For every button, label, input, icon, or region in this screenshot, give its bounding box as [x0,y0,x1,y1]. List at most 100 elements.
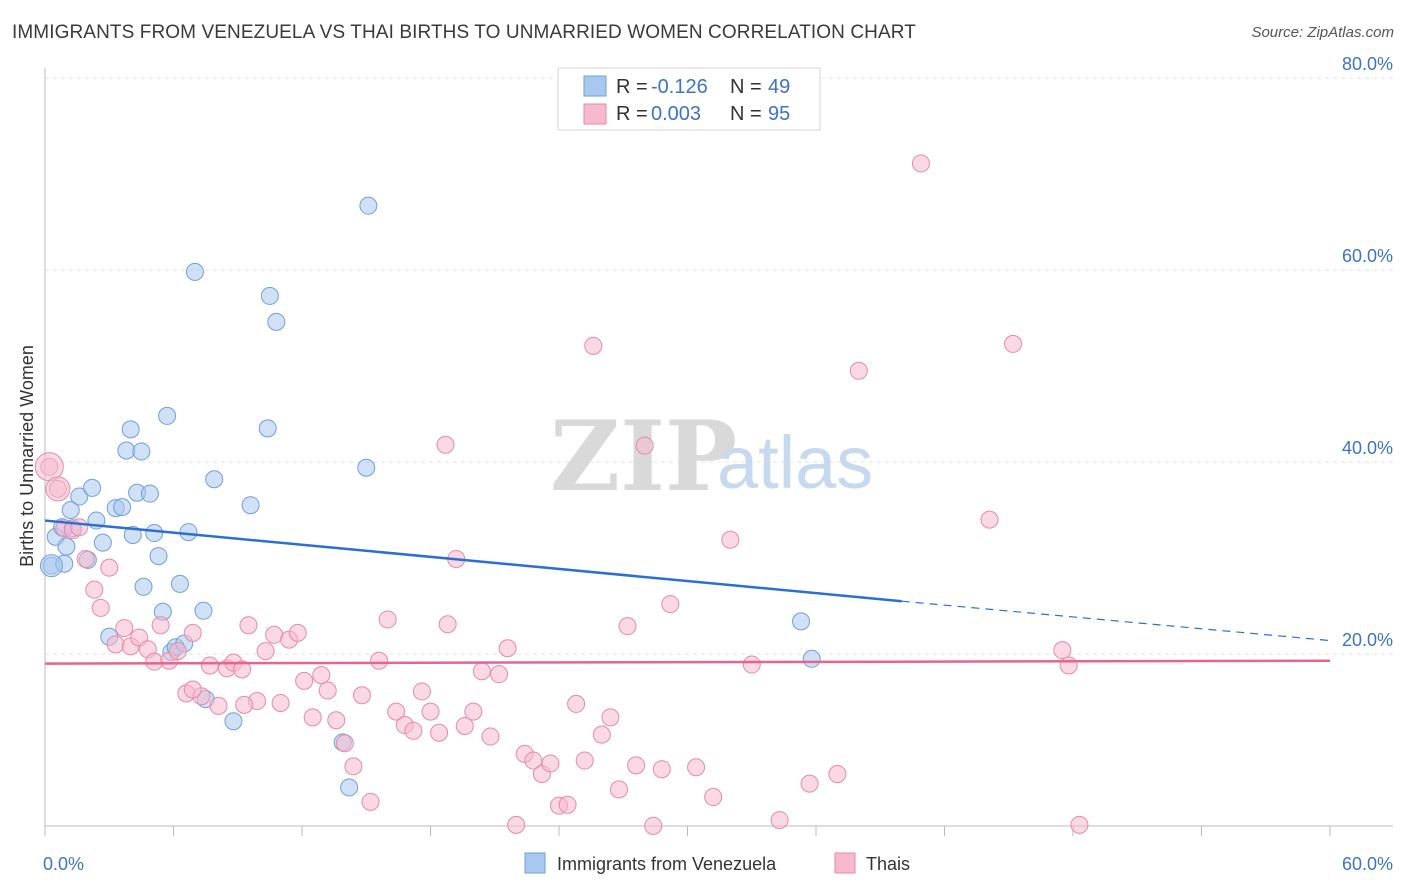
grid-lines [45,77,1393,655]
point-thais [618,617,637,636]
point-thais [490,665,509,684]
point-venezuela [359,196,378,215]
point-thais [288,623,307,642]
point-venezuela [792,612,811,631]
y-tick-labels: 20.0% 40.0% 60.0% 80.0% [1342,54,1393,650]
point-venezuela [149,547,168,566]
point-thais [209,696,228,715]
point-thais [472,662,491,681]
point-thais [318,681,337,700]
point-thais [828,765,847,783]
point-thais [421,702,440,721]
point-thais [1070,815,1089,834]
legend-swatch-venezuela [583,75,607,97]
legend-r-label-2: R = [616,103,648,125]
bottom-legend-label-venezuela: Immigrants from Venezuela [557,854,777,874]
x-tick-label-max: 60.0% [1342,854,1393,874]
point-thais [145,652,164,671]
point-thais [335,734,354,753]
legend-swatch-thais [583,103,607,125]
point-thais [558,795,577,814]
point-thais [303,708,322,727]
point-thais [45,476,71,502]
point-venezuela [194,601,213,620]
x-tick-label-min: 0.0% [43,854,84,874]
point-thais [541,754,560,773]
point-venezuela [121,420,140,439]
point-thais [575,751,594,770]
point-thais [436,435,455,454]
point-thais [800,774,819,793]
point-venezuela [158,406,177,425]
point-venezuela [241,496,260,515]
legend-r-value-2: 0.003 [651,103,701,125]
trend-line-venezuela [44,519,902,603]
legend-n-value-1: 49 [768,76,790,98]
point-venezuela [185,262,204,281]
point-venezuela [140,484,159,503]
point-thais [770,811,789,830]
point-thais [70,518,89,537]
point-thais [635,436,654,455]
point-thais [430,723,449,742]
point-venezuela [340,778,359,797]
watermark-atlas: atlas [717,421,873,504]
point-venezuela [170,574,189,593]
trend-line-venezuela-extension [901,600,1331,642]
legend: R = -0.126 N = 49 R = 0.003 N = 95 [557,67,821,131]
point-thais [295,671,314,690]
point-venezuela [123,525,142,544]
point-thais [627,756,646,775]
y-tick-label: 20.0% [1342,630,1393,650]
point-venezuela [145,524,164,543]
point-thais [464,702,483,721]
point-thais [265,625,284,644]
point-thais [233,660,252,679]
scatter-points [34,154,1089,835]
point-thais [601,708,620,727]
point-thais [327,711,346,730]
point-thais [742,655,761,674]
point-thais [1053,641,1072,660]
point-thais [524,751,543,770]
legend-n-label-2: N = [730,103,762,125]
point-thais [256,642,275,661]
point-thais [1059,656,1078,675]
point-thais [106,635,125,654]
bottom-legend: Immigrants from Venezuela Thais [524,852,910,874]
point-venezuela [39,554,63,578]
point-thais [1004,334,1023,353]
point-thais [592,725,611,744]
point-venezuela [132,442,151,461]
point-venezuela [134,577,153,596]
point-thais [235,695,254,714]
point-thais [378,610,397,629]
point-thais [507,815,526,834]
point-venezuela [258,419,277,438]
y-axis-label: Births to Unmarried Women [17,345,37,567]
point-thais [721,530,740,549]
point-venezuela [117,441,136,460]
point-venezuela [113,498,132,517]
point-thais [498,639,517,658]
point-thais [911,154,930,173]
point-thais [183,623,202,642]
point-thais [704,788,723,807]
x-ticks [44,826,1331,836]
point-thais [387,702,406,721]
point-thais [200,656,219,675]
point-thais [352,686,371,705]
point-venezuela [70,487,89,506]
legend-r-value-1: -0.126 [651,76,708,98]
trend-line-thais [44,659,1331,665]
point-venezuela [357,458,376,477]
point-thais [412,682,431,701]
watermark-zip: ZIP [550,400,737,513]
point-thais [644,816,663,835]
point-thais [652,760,671,779]
point-thais [404,721,423,740]
point-venezuela [224,712,243,731]
watermark: ZIP atlas [550,400,873,513]
chart-source: Source: ZipAtlas.com [1251,24,1394,41]
